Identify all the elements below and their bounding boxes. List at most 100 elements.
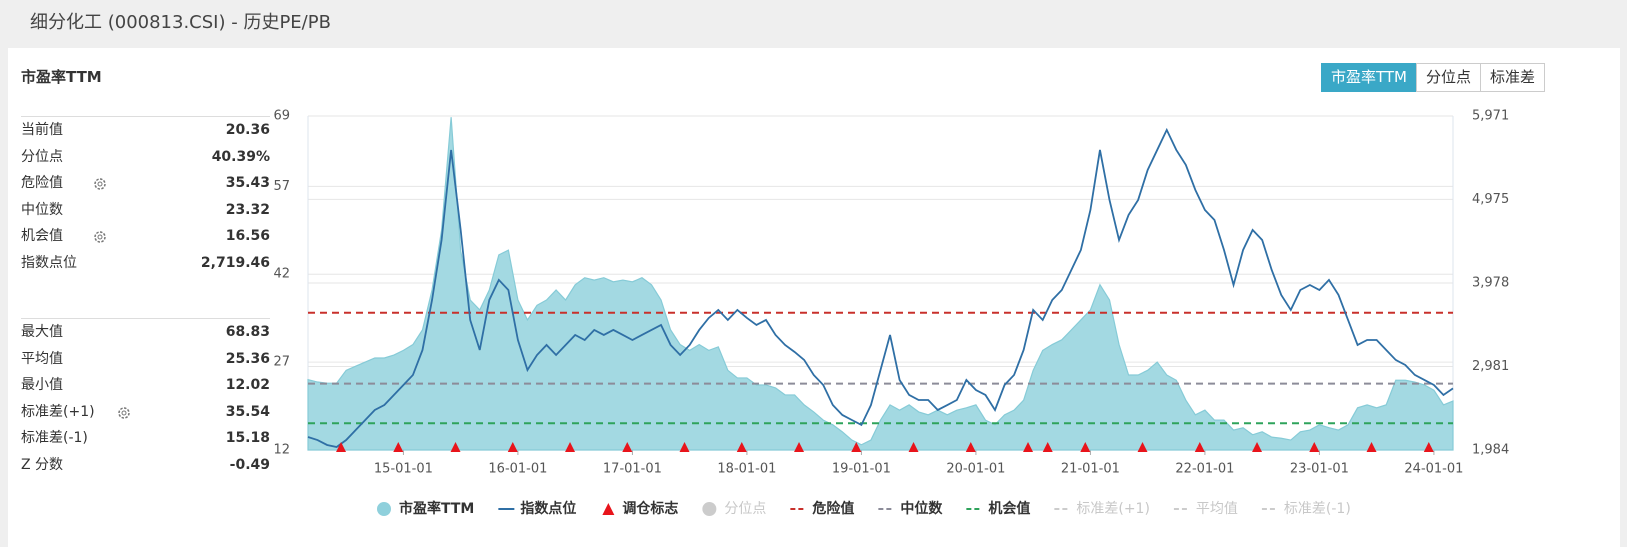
gear-icon[interactable] (93, 177, 107, 191)
x-tick-label: 20-01-01 (946, 462, 1005, 477)
stat-label: 当前值 (21, 122, 63, 138)
legend-label: 市盈率TTM (399, 500, 474, 517)
divider (21, 116, 270, 117)
rebalance-marker (1423, 442, 1434, 452)
panel: 市盈率TTM 市盈率TTM 分位点 标准差 当前值 20.36 分位点 40.39% 危… (8, 48, 1620, 547)
legend-item[interactable]: 指数点位 (498, 500, 576, 517)
stat-value: 16.56 (225, 228, 270, 244)
rebalance-marker (1252, 442, 1263, 452)
stat-value: 68.83 (225, 324, 270, 340)
y2-tick-label: 3,978 (1472, 275, 1509, 290)
x-tick-label: 24-01-01 (1404, 462, 1463, 477)
y-tick-label: 12 (273, 443, 290, 458)
stat-value: 35.43 (225, 175, 270, 191)
legend-item[interactable]: 标准差(+1) (1054, 501, 1150, 517)
stat-row: 最大值 68.83 (21, 320, 270, 344)
rebalance-marker (794, 442, 805, 452)
stat-label: Z 分数 (21, 457, 64, 473)
y2-tick-label: 1,984 (1472, 443, 1509, 458)
stat-label: 分位点 (21, 149, 63, 165)
page-title: 细分化工 (000813.CSI) - 历史PE/PB (30, 12, 331, 33)
rebalance-marker (851, 442, 862, 452)
divider (21, 318, 270, 319)
stat-label: 指数点位 (21, 255, 77, 271)
rebalance-marker (622, 442, 633, 452)
stat-label: 中位数 (21, 202, 63, 218)
x-tick-label: 16-01-01 (488, 462, 547, 477)
x-tick-label: 22-01-01 (1175, 462, 1234, 477)
stat-value: 12.02 (225, 377, 270, 393)
stat-row: 指数点位 2,719.46 (21, 251, 270, 275)
stat-row: 分位点 40.39% (21, 145, 270, 169)
legend-symbol (702, 502, 717, 516)
stat-row: 机会值 16.56 (21, 224, 270, 248)
legend-label: 分位点 (724, 501, 766, 517)
stat-label: 标准差(-1) (21, 430, 88, 446)
rebalance-marker (393, 442, 404, 452)
legend-symbol (377, 502, 391, 516)
stat-row: 平均值 25.36 (21, 347, 270, 371)
x-tick-label: 15-01-01 (374, 462, 433, 477)
y2-tick-label: 4,975 (1472, 192, 1509, 207)
rebalance-marker (736, 442, 747, 452)
stat-row: 标准差(-1) 15.18 (21, 426, 270, 450)
rebalance-marker (965, 442, 976, 452)
y2-tick-label: 2,981 (1472, 359, 1509, 374)
tab[interactable]: 标准差 (1479, 63, 1545, 92)
rebalance-marker (1023, 442, 1034, 452)
rebalance-marker (679, 442, 690, 452)
stat-row: 危险值 35.43 (21, 171, 270, 195)
legend-item[interactable]: 分位点 (702, 501, 766, 517)
pe-area (307, 117, 1454, 451)
legend-item[interactable]: 调仓标志 (602, 500, 678, 517)
rebalance-marker (336, 442, 347, 452)
rebalance-marker (507, 442, 518, 452)
stat-value: 23.32 (225, 202, 270, 218)
y2-tick-label: 5,971 (1472, 109, 1509, 124)
legend-symbol (602, 503, 615, 515)
legend-label: 机会值 (988, 500, 1030, 517)
legend-item[interactable]: 中位数 (878, 500, 943, 517)
legend-item[interactable]: 机会值 (966, 500, 1030, 517)
legend-label: 危险值 (811, 500, 854, 517)
rebalance-marker (1080, 442, 1091, 452)
stat-value: 40.39% (211, 149, 270, 165)
stat-label: 标准差(+1) (21, 404, 95, 420)
legend-item[interactable]: 平均值 (1173, 501, 1238, 517)
rebalance-marker (1366, 442, 1377, 452)
rebalance-marker (908, 442, 919, 452)
y-tick-label: 57 (273, 179, 290, 194)
tabs: 市盈率TTM 分位点 标准差 (1320, 63, 1545, 92)
x-tick-label: 19-01-01 (832, 462, 891, 477)
y-tick-label: 69 (273, 109, 290, 124)
stat-row: 最小值 12.02 (21, 373, 270, 397)
gear-icon[interactable] (117, 406, 131, 420)
index-line (307, 127, 1454, 448)
legend-label: 标准差(-1) (1284, 501, 1351, 517)
rebalance-marker (1042, 442, 1053, 452)
legend-item[interactable]: 危险值 (790, 500, 854, 517)
rebalance-marker (450, 442, 461, 452)
x-tick-label: 23-01-01 (1290, 462, 1349, 477)
rebalance-marker (1137, 442, 1148, 452)
x-tick-label: 18-01-01 (717, 462, 776, 477)
legend-item[interactable]: 标准差(-1) (1261, 501, 1351, 517)
stat-value: 15.18 (225, 430, 270, 446)
tab[interactable]: 分位点 (1415, 63, 1481, 92)
stat-row: Z 分数 -0.49 (21, 453, 270, 477)
stat-value: 20.36 (225, 122, 270, 138)
stat-value: 2,719.46 (200, 255, 270, 271)
stat-label: 危险值 (21, 175, 63, 191)
stat-row: 当前值 20.36 (21, 118, 270, 142)
gear-icon[interactable] (93, 230, 107, 244)
x-tick-label: 17-01-01 (603, 462, 662, 477)
stat-label: 最大值 (21, 324, 63, 340)
legend-label: 平均值 (1196, 501, 1238, 517)
y-tick-label: 42 (273, 267, 290, 282)
legend-item[interactable]: 市盈率TTM (377, 500, 474, 517)
stats-title: 市盈率TTM (21, 68, 102, 86)
stat-value: -0.49 (229, 457, 270, 473)
legend-label: 标准差(+1) (1076, 501, 1150, 517)
